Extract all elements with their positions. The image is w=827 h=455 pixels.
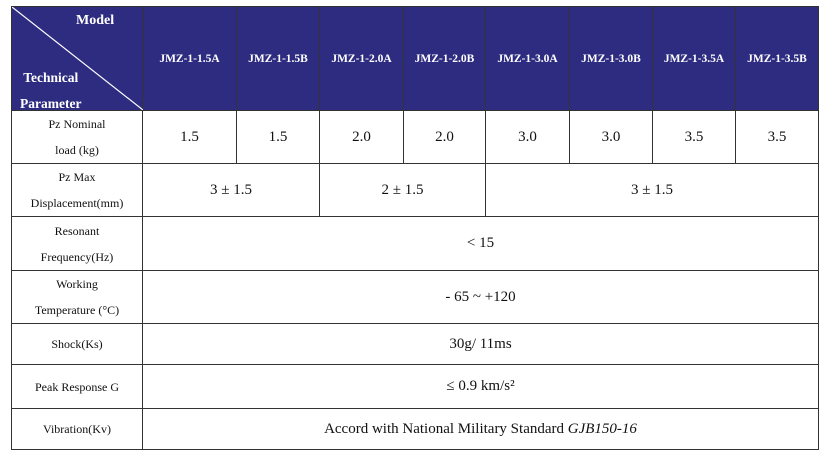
- diagonal-divider: [12, 7, 143, 110]
- value-cell: 2.0: [319, 110, 404, 164]
- model-header: JMZ-1-2.0A: [319, 6, 404, 111]
- header-row: Model Technical Parameter JMZ-1-1.5A JMZ…: [11, 6, 819, 111]
- model-header: JMZ-1-1.5A: [142, 6, 237, 111]
- row-max-displacement: Pz Max Displacement(mm) 3 ± 1.5 2 ± 1.5 …: [11, 163, 819, 217]
- row-working-temperature: Working Temperature (°C) - 65 ~ +120: [11, 270, 819, 324]
- row-label: Pz Max Displacement(mm): [11, 163, 143, 217]
- row-label: Working Temperature (°C): [11, 270, 143, 324]
- value-cell: 3 ± 1.5: [485, 163, 819, 217]
- vibration-text: Accord with National Military Standard: [324, 420, 568, 437]
- row-resonant-frequency: Resonant Frequency(Hz) < 15: [11, 216, 819, 271]
- row-nominal-load: Pz Nominal load (kg) 1.5 1.5 2.0 2.0 3.0…: [11, 110, 819, 164]
- row-label: Pz Nominal load (kg): [11, 110, 143, 164]
- model-header: JMZ-1-3.5B: [735, 6, 819, 111]
- spec-table: Model Technical Parameter JMZ-1-1.5A JMZ…: [11, 6, 819, 450]
- value-cell: 1.5: [142, 110, 237, 164]
- row-peak-response: Peak Response G ≤ 0.9 km/s²: [11, 364, 819, 409]
- value-cell: 3 ± 1.5: [142, 163, 320, 217]
- corner-model-label: Model: [76, 13, 115, 28]
- value-cell: 3.0: [569, 110, 653, 164]
- value-cell: ≤ 0.9 km/s²: [142, 364, 819, 409]
- row-label: Shock(Ks): [11, 323, 143, 365]
- row-label: Peak Response G: [11, 364, 143, 409]
- row-label: Vibration(Kv): [11, 408, 143, 450]
- corner-header-cell: Model Technical Parameter: [11, 6, 143, 111]
- row-shock: Shock(Ks) 30g/ 11ms: [11, 323, 819, 365]
- model-header: JMZ-1-1.5B: [236, 6, 320, 111]
- value-cell: Accord with National Military Standard G…: [142, 408, 819, 450]
- model-header: JMZ-1-2.0B: [403, 6, 486, 111]
- value-cell: 3.5: [652, 110, 736, 164]
- value-cell: 2.0: [403, 110, 486, 164]
- value-cell: 30g/ 11ms: [142, 323, 819, 365]
- value-cell: < 15: [142, 216, 819, 271]
- row-label: Resonant Frequency(Hz): [11, 216, 143, 271]
- value-cell: 1.5: [236, 110, 320, 164]
- row-vibration: Vibration(Kv) Accord with National Milit…: [11, 408, 819, 450]
- value-cell: 2 ± 1.5: [319, 163, 486, 217]
- model-header: JMZ-1-3.0A: [485, 6, 570, 111]
- model-header: JMZ-1-3.5A: [652, 6, 736, 111]
- value-cell: 3.5: [735, 110, 819, 164]
- value-cell: - 65 ~ +120: [142, 270, 819, 324]
- corner-parameter-label: Technical Parameter: [20, 70, 82, 111]
- model-header: JMZ-1-3.0B: [569, 6, 653, 111]
- military-standard-code: GJB150-16: [567, 420, 637, 437]
- value-cell: 3.0: [485, 110, 570, 164]
